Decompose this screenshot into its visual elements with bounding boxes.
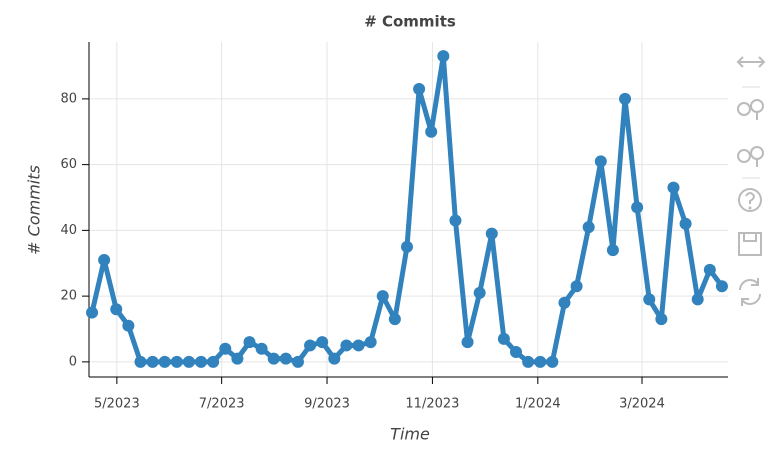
point: [715, 280, 728, 293]
x-tick-label: 1/2024: [515, 397, 561, 412]
point: [352, 339, 365, 352]
reset-tool[interactable]: [739, 278, 761, 306]
y-tick-label: 20: [60, 289, 77, 304]
toolbar: [736, 56, 766, 306]
chart-title: # Commits: [364, 13, 456, 31]
point: [376, 290, 389, 303]
point: [267, 352, 280, 365]
pan-tool[interactable]: [736, 56, 766, 68]
point: [134, 355, 147, 368]
x-tick-label: 9/2023: [304, 397, 350, 412]
x-tick-label: 11/2023: [405, 397, 459, 412]
point: [231, 352, 244, 365]
point: [606, 244, 619, 257]
zoom-out-tool[interactable]: [737, 146, 764, 167]
point: [534, 355, 547, 368]
point: [195, 355, 208, 368]
point: [122, 319, 135, 332]
y-tick-label: 80: [60, 91, 77, 106]
help-tool[interactable]: [738, 188, 762, 212]
point: [255, 342, 268, 355]
x-tick-label: 7/2023: [199, 397, 245, 412]
point: [667, 181, 680, 194]
point: [243, 336, 256, 349]
point: [316, 336, 329, 349]
point: [510, 346, 523, 359]
point: [594, 155, 607, 168]
point: [473, 286, 486, 299]
save-tool[interactable]: [738, 232, 762, 256]
y-axis-label: # Commits: [25, 165, 44, 255]
point: [291, 355, 304, 368]
y-tick-label: 0: [69, 354, 77, 369]
point: [449, 214, 462, 227]
point: [182, 355, 195, 368]
point: [207, 355, 220, 368]
point: [304, 339, 317, 352]
point: [86, 306, 99, 319]
point: [619, 92, 632, 105]
point: [655, 313, 668, 326]
point: [400, 240, 413, 253]
y-tick-label: 40: [60, 223, 77, 238]
point: [570, 280, 583, 293]
point: [546, 355, 559, 368]
point: [631, 201, 644, 214]
point: [388, 313, 401, 326]
point: [522, 355, 535, 368]
point: [279, 352, 292, 365]
point: [364, 336, 377, 349]
point: [110, 303, 123, 316]
point: [485, 227, 498, 240]
zoom-in-tool[interactable]: [737, 99, 764, 120]
point: [679, 217, 692, 230]
y-tick-label: 60: [60, 157, 77, 172]
x-tick-label: 3/2024: [619, 397, 665, 412]
point: [691, 293, 704, 306]
point: [461, 336, 474, 349]
point: [558, 296, 571, 309]
point: [582, 221, 595, 234]
x-tick-label: 5/2023: [94, 397, 140, 412]
point: [413, 83, 426, 96]
point: [328, 352, 341, 365]
point: [158, 355, 171, 368]
point: [219, 342, 232, 355]
x-axis-label: Time: [390, 425, 430, 444]
point: [703, 263, 716, 276]
point: [643, 293, 656, 306]
point: [146, 355, 159, 368]
point: [497, 332, 510, 345]
point: [425, 125, 438, 138]
point: [437, 50, 450, 63]
point: [340, 339, 353, 352]
point: [98, 253, 111, 266]
point: [170, 355, 183, 368]
